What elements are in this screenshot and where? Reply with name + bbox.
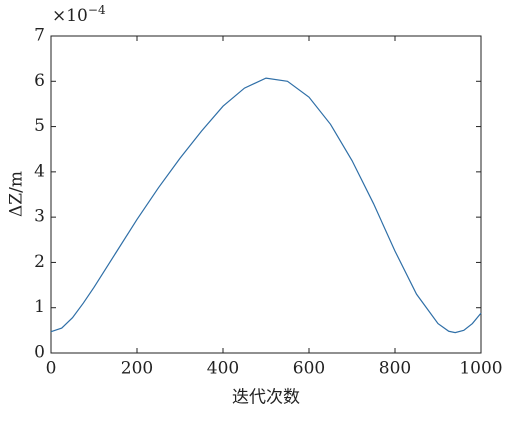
- y-axis-label: ΔZ/m: [7, 171, 27, 217]
- y-tick-label: 2: [34, 252, 45, 272]
- y-tick-label: 5: [34, 116, 45, 136]
- x-tick-label: 800: [379, 359, 411, 379]
- x-tick-label: 200: [121, 359, 153, 379]
- y-multiplier: ×10−4: [52, 3, 106, 26]
- y-tick-label: 3: [34, 207, 45, 227]
- data-line: [50, 77, 482, 334]
- y-tick-label: 6: [34, 71, 45, 91]
- x-tick-label: 1000: [459, 359, 502, 379]
- x-tick-label: 400: [207, 359, 239, 379]
- y-tick-label: 1: [34, 297, 45, 317]
- x-axis-label: 迭代次数: [232, 388, 300, 408]
- y-tick-label: 7: [34, 26, 45, 46]
- x-tick-label: 600: [293, 359, 325, 379]
- y-tick-label: 0: [34, 343, 45, 363]
- multiplier-base: ×10: [52, 6, 88, 26]
- plot-frame: [50, 35, 482, 354]
- multiplier-exponent: −4: [88, 3, 106, 17]
- x-tick-label: 0: [46, 359, 57, 379]
- y-tick-label: 4: [34, 161, 45, 181]
